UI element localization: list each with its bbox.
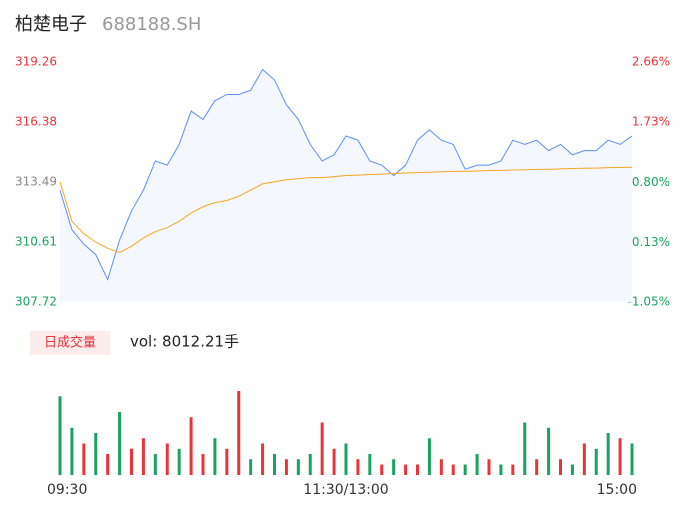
volume-bar xyxy=(523,422,527,475)
volume-bar xyxy=(201,454,205,475)
volume-bar xyxy=(511,464,515,475)
volume-bar xyxy=(451,464,455,475)
volume-badge: 日成交量 xyxy=(44,335,96,351)
x-tick-label: 11:30/13:00 xyxy=(303,482,388,498)
volume-badge-bg xyxy=(30,331,110,355)
volume-bar xyxy=(535,459,539,475)
volume-bar xyxy=(141,438,145,475)
volume-bar xyxy=(118,412,122,475)
volume-bar xyxy=(416,464,419,475)
volume-label: vol: 8012.21手 xyxy=(130,333,239,351)
volume-bar xyxy=(189,417,193,475)
volume-bar xyxy=(380,464,384,475)
volume-bar xyxy=(320,422,324,475)
volume-bar xyxy=(630,443,634,475)
volume-bar xyxy=(225,448,229,475)
price-area xyxy=(60,69,632,302)
volume-bar xyxy=(487,459,491,475)
volume-bar xyxy=(463,464,467,475)
volume-bar xyxy=(547,427,551,475)
volume-bar xyxy=(570,464,574,475)
y-tick-label: 319.26 xyxy=(15,55,57,69)
volume-bar xyxy=(582,443,586,475)
volume-bar xyxy=(296,459,300,475)
volume-bar xyxy=(332,448,336,475)
volume-bar xyxy=(368,454,372,475)
y-tick-label: 307.72 xyxy=(15,295,57,309)
y-tick-label: 313.49 xyxy=(15,175,57,189)
volume-bar xyxy=(404,464,408,475)
volume-bar xyxy=(475,454,479,475)
series-line xyxy=(59,68,633,281)
y2-tick-label: -1.05% xyxy=(628,295,670,309)
volume-bar xyxy=(594,448,598,475)
y-tick-label: 316.38 xyxy=(15,114,57,128)
volume-bar xyxy=(177,448,181,475)
volume-bar xyxy=(82,443,86,475)
volume-bar xyxy=(273,454,276,475)
volume-bar xyxy=(499,464,503,475)
volume-bar xyxy=(392,459,396,475)
y-tick-label: 310.61 xyxy=(15,234,57,248)
volume-bar xyxy=(284,459,288,475)
volume-bar xyxy=(606,433,610,475)
x-tick-label: 09:30 xyxy=(47,482,87,498)
y2-tick-label: 1.73% xyxy=(632,115,670,129)
y2-tick-label: -0.13% xyxy=(628,235,670,249)
stock-code: 688188.SH xyxy=(102,14,201,35)
volume-bar xyxy=(261,443,265,475)
volume-bar xyxy=(106,454,110,475)
volume-bar xyxy=(237,391,241,475)
volume-bar xyxy=(439,459,443,475)
volume-bar xyxy=(58,396,62,475)
volume-bar xyxy=(308,454,312,475)
volume-bar xyxy=(249,459,253,475)
series-line xyxy=(59,166,633,254)
y2-tick-label: 2.66% xyxy=(632,55,670,69)
volume-bar xyxy=(213,438,217,475)
volume-bar xyxy=(344,443,348,475)
volume-bar xyxy=(427,438,431,475)
y2-tick-label: 0.80% xyxy=(632,175,670,189)
volume-bar xyxy=(165,443,169,475)
volume-bar xyxy=(94,433,98,475)
stock-name: 柏楚电子 xyxy=(15,14,87,35)
volume-bar xyxy=(559,459,562,475)
volume-bar xyxy=(356,459,360,475)
volume-bar xyxy=(153,454,157,475)
volume-bar xyxy=(70,427,74,475)
volume-bar xyxy=(130,448,133,475)
volume-bar xyxy=(618,438,622,475)
x-tick-label: 15:00 xyxy=(597,482,637,498)
